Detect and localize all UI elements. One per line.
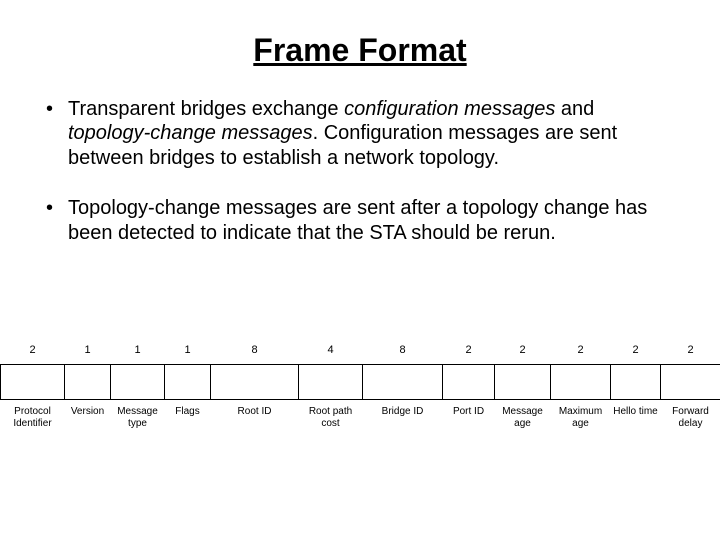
field-label: Protocol Identifier [1,400,65,430]
byte-count: 1 [111,340,165,365]
field-label: Message type [111,400,165,430]
byte-count-row: 211184822222 [1,340,720,365]
byte-count: 2 [611,340,661,365]
field-box [299,365,363,400]
bullet-item: Topology-change messages are sent after … [68,196,672,245]
byte-count: 1 [165,340,211,365]
byte-count: 4 [299,340,363,365]
field-label: Hello time [611,400,661,430]
field-box [111,365,165,400]
field-label-row: Protocol IdentifierVersionMessage typeFl… [1,400,720,430]
bullet-text: and [555,98,594,120]
field-label: Version [65,400,111,430]
field-label: Message age [495,400,551,430]
field-box [211,365,299,400]
field-label: Root ID [211,400,299,430]
bullet-text-italic: topology-change messages [68,122,313,144]
field-box [363,365,443,400]
byte-count: 8 [363,340,443,365]
slide-title: Frame Format [30,32,690,69]
field-box [551,365,611,400]
byte-count: 2 [495,340,551,365]
bullet-text-italic: configuration messages [344,98,555,120]
byte-count: 8 [211,340,299,365]
byte-count: 2 [661,340,720,365]
field-box [65,365,111,400]
slide: Frame Format Transparent bridges exchang… [0,0,720,540]
field-label: Forward delay [661,400,720,430]
byte-count: 2 [551,340,611,365]
field-box-row [1,365,720,400]
field-label: Root path cost [299,400,363,430]
field-box [165,365,211,400]
byte-count: 1 [65,340,111,365]
bullet-text: Transparent bridges exchange [68,98,344,120]
field-box [611,365,661,400]
frame-format-diagram: 211184822222 Protocol IdentifierVersionM… [0,340,720,460]
field-label: Flags [165,400,211,430]
field-label: Port ID [443,400,495,430]
field-box [1,365,65,400]
field-box [661,365,720,400]
byte-count: 2 [443,340,495,365]
field-box [443,365,495,400]
bullet-item: Transparent bridges exchange configurati… [68,97,672,170]
byte-count: 2 [1,340,65,365]
field-box [495,365,551,400]
field-label: Maximum age [551,400,611,430]
bullet-text: Topology-change messages are sent after … [68,197,647,243]
bullet-list: Transparent bridges exchange configurati… [30,97,690,245]
frame-table: 211184822222 Protocol IdentifierVersionM… [0,340,720,429]
field-label: Bridge ID [363,400,443,430]
